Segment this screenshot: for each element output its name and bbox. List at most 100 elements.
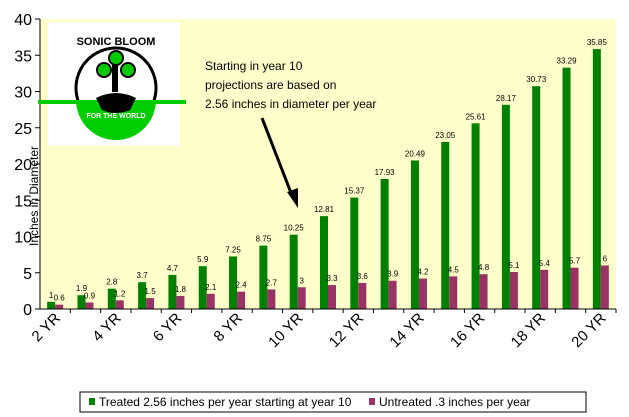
bar-treated (168, 274, 177, 309)
y-tick-label: 5 (23, 266, 32, 283)
bar-treated (198, 266, 207, 309)
bar-untreated (55, 304, 64, 309)
data-label-treated: 7.25 (225, 245, 241, 254)
data-label-untreated: 3.9 (387, 270, 399, 279)
data-label-treated: 12.81 (314, 205, 335, 214)
legend-swatch-untreated (369, 398, 375, 405)
bar-treated (138, 282, 147, 309)
bar-treated (289, 234, 298, 309)
data-label-untreated: 0.6 (54, 294, 66, 303)
y-tick-label: 0 (23, 302, 32, 319)
bar-treated (47, 301, 56, 309)
annotation-line: projections are based on (205, 78, 336, 92)
bar-untreated (146, 298, 155, 309)
annotation: Starting in year 10 projections are based… (205, 59, 376, 208)
y-axis-ticks: 0 5 10 15 20 25 30 35 40 (14, 12, 40, 319)
y-tick-label: 15 (14, 193, 32, 210)
data-label-untreated: 5.1 (508, 261, 520, 270)
legend-label-untreated: Untreated .3 inches per year (379, 395, 530, 409)
data-label-treated: 3.7 (137, 271, 149, 280)
y-tick-label: 30 (14, 85, 32, 102)
data-label-treated: 35.85 (587, 38, 608, 47)
data-label-treated: 1.9 (76, 284, 88, 293)
bar-treated (380, 179, 389, 309)
bar-untreated (297, 287, 306, 309)
x-tick-label: 10 YR (265, 310, 306, 351)
bar-treated (471, 123, 480, 309)
svg-text:FOR THE WORLD: FOR THE WORLD (86, 113, 145, 120)
data-label-untreated: 1.2 (114, 289, 126, 298)
y-tick-label: 25 (14, 121, 32, 138)
bar-untreated (479, 274, 488, 309)
legend: Treated 2.56 inches per year starting at… (79, 391, 587, 413)
annotation-arrowhead (287, 188, 298, 208)
data-label-treated: 23.05 (435, 131, 456, 140)
y-axis-label: Inches in Diameter (27, 146, 41, 246)
bar-treated (441, 141, 450, 309)
data-label-treated: 2.8 (106, 278, 118, 287)
x-tick-label: 14 YR (386, 310, 427, 351)
bar-untreated (267, 289, 276, 309)
svg-text:SONIC BLOOM: SONIC BLOOM (77, 36, 156, 48)
y-tick-label: 35 (14, 48, 32, 65)
data-label-treated: 4.7 (167, 264, 179, 273)
bar-untreated (237, 291, 246, 309)
data-label-untreated: 4.2 (417, 268, 429, 277)
data-label-untreated: 6 (603, 255, 608, 264)
legend-swatch-treated (89, 398, 95, 405)
data-label-treated: 30.73 (526, 75, 547, 84)
bar-untreated (540, 269, 549, 309)
data-label-treated: 33.29 (557, 57, 578, 66)
x-tick-label: 18 YR (508, 310, 549, 351)
bar-treated (532, 86, 541, 310)
bar-treated (107, 288, 116, 309)
x-tick-label: 20 YR (568, 310, 609, 351)
x-tick-label: 16 YR (447, 310, 488, 351)
data-label-treated: 5.9 (197, 255, 209, 264)
data-label-treated: 20.49 (405, 149, 426, 158)
x-axis-ticks: 2 YR 4 YR 6 YR 8 YR 10 YR 12 YR 14 YR 16 YR 18 Y… (29, 309, 617, 351)
bar-treated (350, 197, 359, 309)
annotation-arrow (260, 117, 295, 199)
bar-untreated (358, 282, 367, 309)
bar-treated (77, 295, 86, 309)
data-label-untreated: 1.5 (145, 287, 157, 296)
legend-box (79, 391, 587, 413)
data-label-treated: 10.25 (284, 224, 305, 233)
bar-untreated (115, 300, 124, 309)
x-tick-label: 6 YR (150, 310, 186, 346)
bar-treated (501, 104, 510, 309)
bar-untreated (176, 295, 185, 309)
y-tick-label: 40 (14, 12, 32, 29)
data-label-untreated: 3 (299, 276, 304, 285)
bar-untreated (570, 267, 579, 309)
data-label-treated: 1 (49, 291, 54, 300)
data-label-untreated: 3.3 (326, 274, 338, 283)
bar-untreated (206, 293, 215, 309)
data-label-untreated: 3.6 (357, 272, 369, 281)
bar-untreated (449, 276, 458, 309)
data-label-treated: 25.61 (466, 112, 487, 121)
data-label-treated: 8.75 (256, 235, 272, 244)
bar-untreated (85, 302, 94, 309)
bar-untreated (600, 265, 609, 309)
data-label-treated: 17.93 (375, 168, 396, 177)
bar-untreated (418, 278, 427, 309)
y-tick-label: 10 (14, 230, 32, 247)
bar-treated (592, 49, 601, 310)
data-label-treated: 28.17 (496, 94, 517, 103)
data-label-untreated: 1.8 (175, 285, 187, 294)
bar-treated (562, 67, 571, 310)
data-label-untreated: 4.8 (478, 263, 490, 272)
data-label-untreated: 2.1 (205, 283, 217, 292)
bar-treated (229, 256, 238, 309)
x-tick-label: 2 YR (29, 310, 65, 346)
y-tick-label: 20 (14, 157, 32, 174)
data-label-untreated: 5.7 (569, 257, 581, 266)
annotation-line: 2.56 inches in diameter per year (205, 97, 376, 111)
data-label-untreated: 5.4 (539, 259, 551, 268)
x-tick-label: 12 YR (326, 310, 367, 351)
bar-treated (259, 245, 268, 309)
